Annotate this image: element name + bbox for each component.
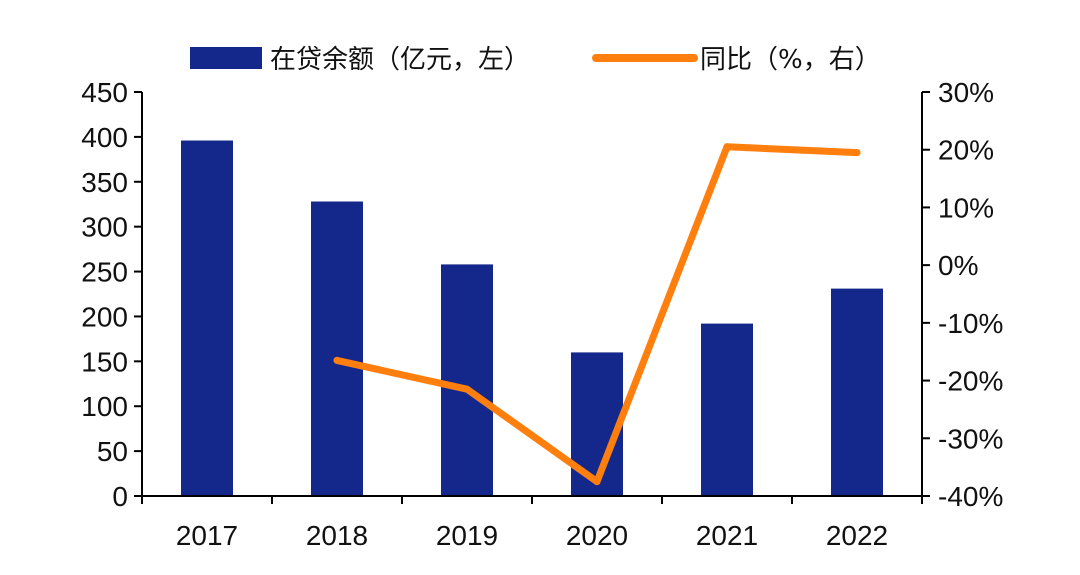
bar-2019 <box>441 264 493 496</box>
right-tick-label: 10% <box>938 192 994 223</box>
line-series <box>333 143 861 486</box>
yoy-point <box>463 385 471 393</box>
yoy-point <box>333 356 341 364</box>
bar-series <box>181 140 883 496</box>
chart-axes: 0 50 100 150 200 250 300 350 400 450 -40% -30% -20% -… <box>81 77 1003 551</box>
left-tick-label: 100 <box>81 391 128 422</box>
legend-line-label: 同比（%，右） <box>700 45 881 75</box>
right-tick-label: -20% <box>938 366 1003 397</box>
yoy-point <box>853 149 861 157</box>
x-tick-label: 2021 <box>696 520 758 551</box>
right-tick-label: 20% <box>938 135 994 166</box>
chart-legend: 在贷余额（亿元，左） 同比（%，右） <box>190 45 881 75</box>
bar-2021 <box>701 323 753 496</box>
x-tick-label: 2018 <box>306 520 368 551</box>
left-tick-label: 300 <box>81 212 128 243</box>
left-tick-label: 0 <box>112 481 128 512</box>
right-tick-label: -40% <box>938 481 1003 512</box>
right-tick-label: -30% <box>938 423 1003 454</box>
right-tick-label: 0% <box>938 250 978 281</box>
bar-2018 <box>311 201 363 496</box>
left-tick-label: 150 <box>81 346 128 377</box>
right-tick-label: -10% <box>938 308 1003 339</box>
legend-bar-swatch <box>190 47 262 69</box>
x-tick-label: 2019 <box>436 520 498 551</box>
legend-bar-label: 在贷余额（亿元，左） <box>270 45 530 75</box>
left-tick-label: 450 <box>81 77 128 108</box>
left-tick-label: 250 <box>81 257 128 288</box>
yoy-point <box>723 143 731 151</box>
x-tick-label: 2020 <box>566 520 628 551</box>
left-tick-label: 200 <box>81 301 128 332</box>
left-tick-label: 400 <box>81 122 128 153</box>
yoy-point <box>593 478 601 486</box>
right-tick-label: 30% <box>938 77 994 108</box>
left-tick-label: 50 <box>97 436 128 467</box>
left-tick-label: 350 <box>81 167 128 198</box>
bar-2017 <box>181 140 233 496</box>
x-tick-label: 2017 <box>176 520 238 551</box>
x-tick-label: 2022 <box>826 520 888 551</box>
bar-2022 <box>831 288 883 496</box>
